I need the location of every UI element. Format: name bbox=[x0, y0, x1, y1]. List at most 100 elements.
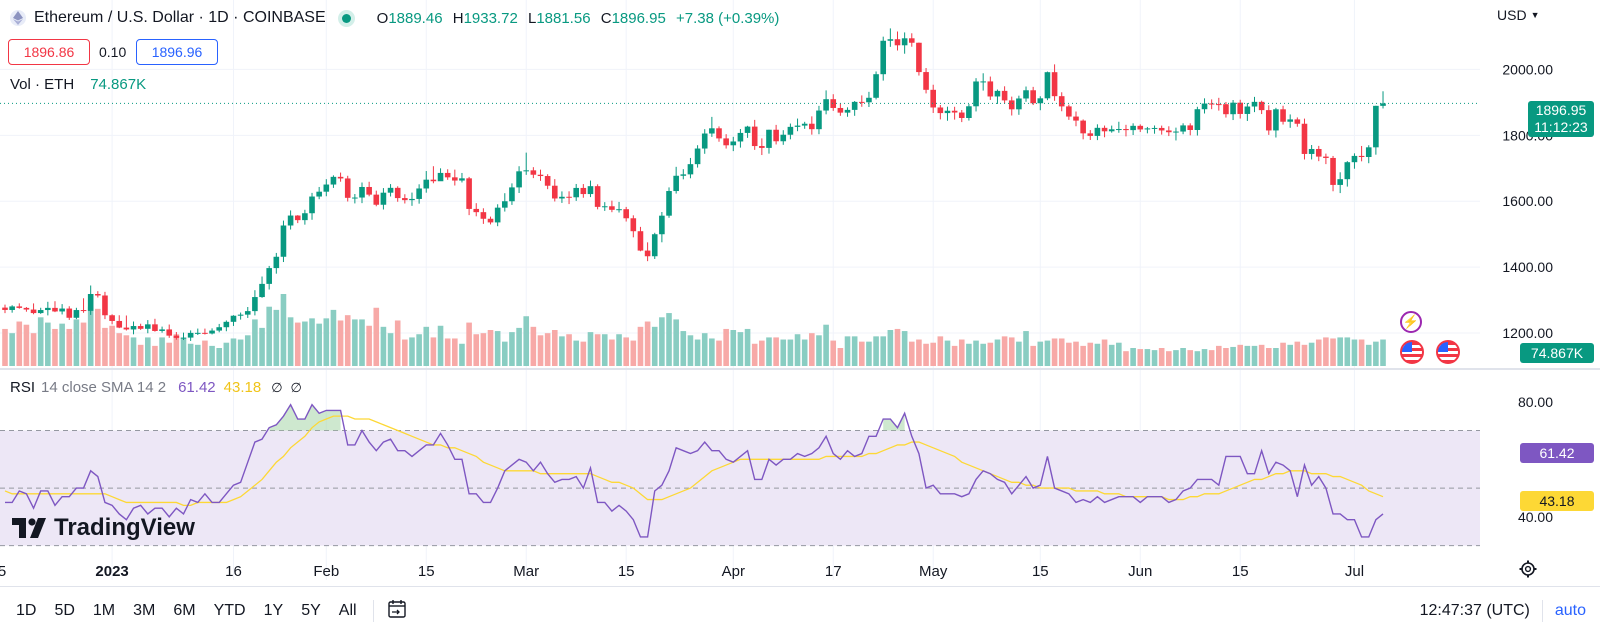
volume-bar bbox=[630, 340, 637, 366]
volume-bar bbox=[616, 334, 622, 366]
candle-body bbox=[166, 329, 173, 336]
utc-clock[interactable]: 12:47:37 (UTC) bbox=[1419, 602, 1530, 619]
candle-body bbox=[387, 187, 394, 193]
us-flag-icon[interactable] bbox=[1436, 340, 1460, 364]
timeframe-1y-button[interactable]: 1Y bbox=[263, 602, 284, 619]
candle-body bbox=[1144, 128, 1151, 130]
candle-body bbox=[651, 234, 658, 257]
us-flag-icon[interactable] bbox=[1400, 340, 1424, 364]
volume-bar bbox=[659, 317, 665, 366]
candle-body bbox=[859, 101, 865, 103]
volume-bar bbox=[530, 326, 537, 366]
volume-bar bbox=[1308, 342, 1315, 366]
volume-bar bbox=[37, 317, 44, 366]
candle-body bbox=[958, 112, 965, 118]
volume-bar bbox=[1280, 342, 1286, 366]
time-tick-label: Apr bbox=[722, 563, 745, 580]
volume-bar bbox=[1330, 338, 1336, 366]
candle-body bbox=[430, 179, 437, 182]
candle-body bbox=[1258, 101, 1265, 111]
candle-body bbox=[980, 81, 986, 83]
date-range-calendar-icon[interactable] bbox=[386, 598, 408, 625]
volume-bar bbox=[609, 339, 615, 366]
candle-body bbox=[1166, 130, 1172, 133]
time-tick-label: 16 bbox=[225, 563, 242, 580]
timeframe-ytd-button[interactable]: YTD bbox=[213, 602, 246, 619]
volume-bar bbox=[551, 330, 558, 366]
volume-bar bbox=[1116, 342, 1122, 366]
time-tick-label: 17 bbox=[825, 563, 842, 580]
volume-bar bbox=[716, 340, 722, 366]
symbol-legend: Ethereum / U.S. Dollar · 1D · COINBASE O… bbox=[10, 9, 779, 27]
timeframe-1d-button[interactable]: 1D bbox=[16, 602, 37, 619]
candle-body bbox=[630, 218, 637, 232]
timeframe-3m-button[interactable]: 3M bbox=[133, 602, 156, 619]
candle-body bbox=[416, 188, 422, 199]
candle-body bbox=[280, 225, 287, 257]
toolbar-divider bbox=[0, 586, 1600, 587]
volume-bar bbox=[1230, 346, 1236, 366]
volume-bar bbox=[916, 339, 922, 366]
volume-bar bbox=[1258, 344, 1265, 366]
candle-body bbox=[573, 187, 579, 198]
candle-body bbox=[837, 107, 844, 113]
symbol-title[interactable]: Ethereum / U.S. Dollar · 1D · COINBASE bbox=[34, 9, 326, 26]
candle-body bbox=[723, 138, 729, 146]
candle-body bbox=[1073, 116, 1079, 121]
candle-body bbox=[1223, 104, 1229, 115]
axes: 1200.001400.001600.001800.002000.0015202… bbox=[0, 61, 1600, 580]
candle-body bbox=[1280, 109, 1286, 122]
close-value: 1896.95 bbox=[611, 9, 666, 27]
volume-bar bbox=[544, 333, 551, 366]
candle-body bbox=[52, 307, 58, 312]
volume-bar bbox=[773, 337, 779, 366]
candle-body bbox=[780, 134, 787, 142]
currency-selector[interactable]: USD ▼ bbox=[1497, 7, 1539, 23]
tradingview-watermark[interactable]: TradingView bbox=[12, 514, 195, 542]
timeframe-all-button[interactable]: All bbox=[338, 602, 357, 619]
candle-body bbox=[437, 172, 444, 182]
candle-body bbox=[809, 123, 815, 130]
volume-bar bbox=[387, 333, 394, 366]
lightning-icon[interactable]: ⚡ bbox=[1400, 311, 1422, 333]
volume-bar bbox=[966, 343, 972, 366]
buy-price-box[interactable]: 1896.96 bbox=[136, 39, 218, 65]
candle-body bbox=[394, 187, 401, 199]
timeframe-5d-button[interactable]: 5D bbox=[54, 602, 75, 619]
volume-bar bbox=[1108, 344, 1115, 366]
candle-body bbox=[1130, 125, 1136, 131]
timeframe-6m-button[interactable]: 6M bbox=[173, 602, 196, 619]
volume-bar bbox=[730, 330, 737, 366]
volume-legend: Vol · ETH 74.867K bbox=[10, 76, 146, 93]
candle-body bbox=[908, 38, 915, 43]
candle-body bbox=[466, 178, 472, 209]
volume-bar bbox=[816, 335, 822, 366]
auto-scale-button[interactable]: auto bbox=[1554, 602, 1586, 619]
candle-body bbox=[130, 326, 137, 330]
timeframe-1m-button[interactable]: 1M bbox=[92, 602, 116, 619]
volume-bar bbox=[1001, 336, 1008, 366]
volume-bar bbox=[2, 328, 8, 366]
settings-gear-icon[interactable] bbox=[1518, 559, 1538, 579]
volume-bar bbox=[1337, 337, 1343, 366]
volume-bar bbox=[1187, 350, 1194, 366]
candle-body bbox=[1080, 120, 1086, 134]
candle-body bbox=[337, 176, 344, 179]
volume-bar bbox=[1201, 349, 1208, 366]
candle-body bbox=[687, 164, 694, 175]
timeframe-5y-button[interactable]: 5Y bbox=[301, 602, 321, 619]
candle-body bbox=[587, 186, 594, 195]
tradingview-logo-icon bbox=[12, 518, 46, 538]
volume-bar bbox=[644, 321, 651, 366]
volume-bar bbox=[516, 327, 522, 366]
volume-bar bbox=[73, 319, 80, 366]
rsi-overbought-fill bbox=[883, 413, 905, 431]
volume-bar bbox=[1216, 345, 1222, 366]
volume-bar bbox=[809, 333, 815, 366]
candle-body bbox=[794, 125, 801, 127]
candle-body bbox=[644, 250, 651, 257]
sell-price-box[interactable]: 1896.86 bbox=[8, 39, 90, 65]
ethereum-icon bbox=[10, 10, 26, 26]
volume-bar bbox=[1094, 343, 1101, 366]
